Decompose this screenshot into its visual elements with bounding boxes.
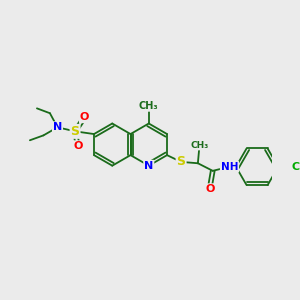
Text: N: N [53, 122, 62, 132]
Text: O: O [80, 112, 89, 122]
Text: Cl: Cl [291, 162, 300, 172]
Text: N: N [144, 161, 153, 171]
Text: O: O [73, 141, 83, 151]
Text: S: S [177, 155, 186, 168]
Text: CH₃: CH₃ [190, 141, 208, 150]
Text: O: O [205, 184, 215, 194]
Text: CH₃: CH₃ [139, 101, 159, 111]
Text: NH: NH [221, 162, 238, 172]
Text: S: S [70, 125, 80, 138]
